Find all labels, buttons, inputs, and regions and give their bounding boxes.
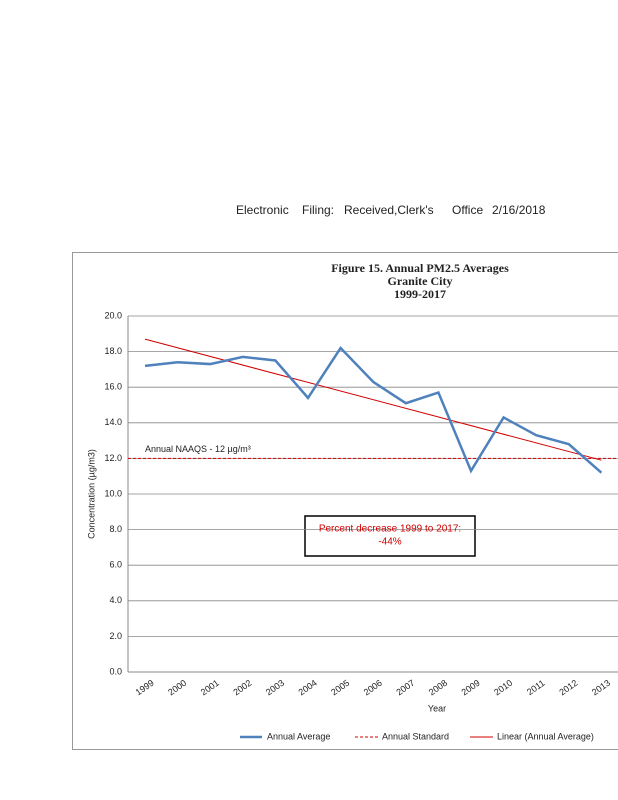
chart-title: Granite City bbox=[388, 274, 453, 288]
y-axis-label: Concentration (µg/m3) bbox=[86, 449, 96, 539]
data-line bbox=[144, 346, 603, 474]
x-tick-label: 2009 bbox=[460, 678, 482, 698]
legend-label: Linear (Annual Average) bbox=[497, 731, 594, 741]
trend-line bbox=[144, 338, 602, 461]
x-tick-label: 2013 bbox=[590, 678, 612, 698]
x-tick-label: 2007 bbox=[394, 678, 416, 698]
annotation-text: Percent decrease 1999 to 2017: bbox=[319, 524, 461, 535]
x-tick-label: 2001 bbox=[199, 678, 221, 698]
annotation-text: -44% bbox=[378, 537, 401, 548]
header-text: 2/16/2018 bbox=[492, 203, 546, 217]
x-tick-label: 2010 bbox=[492, 678, 514, 698]
legend-label: Annual Standard bbox=[382, 731, 449, 741]
header-text: Office bbox=[452, 203, 483, 217]
y-tick-label: 8.0 bbox=[109, 524, 122, 534]
header-text: Electronic bbox=[236, 203, 289, 217]
y-tick-label: 10.0 bbox=[104, 488, 122, 498]
y-tick-label: 18.0 bbox=[104, 346, 122, 356]
x-tick-label: 1999 bbox=[134, 678, 156, 698]
chart-title: 1999-2017 bbox=[394, 287, 446, 301]
x-tick-label: 2012 bbox=[557, 678, 579, 698]
x-tick-label: 2003 bbox=[264, 678, 286, 698]
y-tick-label: 4.0 bbox=[109, 595, 122, 605]
x-tick-label: 2006 bbox=[362, 678, 384, 698]
y-tick-label: 6.0 bbox=[109, 560, 122, 570]
y-tick-label: 20.0 bbox=[104, 310, 122, 320]
chart-title: Figure 15. Annual PM2.5 Averages bbox=[331, 261, 509, 275]
x-tick-label: 2008 bbox=[427, 678, 449, 698]
y-tick-label: 2.0 bbox=[109, 631, 122, 641]
x-axis-label: Year bbox=[428, 703, 446, 713]
standard-label: Annual NAAQS - 12 µg/m³ bbox=[145, 444, 251, 454]
x-tick-label: 2011 bbox=[525, 678, 547, 697]
header-text: Filing: bbox=[302, 203, 334, 217]
x-tick-label: 2000 bbox=[166, 678, 188, 698]
legend-label: Annual Average bbox=[267, 731, 330, 741]
y-tick-label: 16.0 bbox=[104, 382, 122, 392]
y-tick-label: 14.0 bbox=[104, 417, 122, 427]
chart-frame bbox=[72, 252, 618, 750]
x-tick-label: 2005 bbox=[329, 678, 351, 698]
header-text: Received,Clerk's bbox=[344, 203, 434, 217]
x-tick-label: 2004 bbox=[297, 678, 319, 698]
y-tick-label: 0.0 bbox=[109, 666, 122, 676]
annotation-box bbox=[304, 515, 476, 557]
y-tick-label: 12.0 bbox=[104, 453, 122, 463]
x-tick-label: 2002 bbox=[231, 678, 253, 698]
